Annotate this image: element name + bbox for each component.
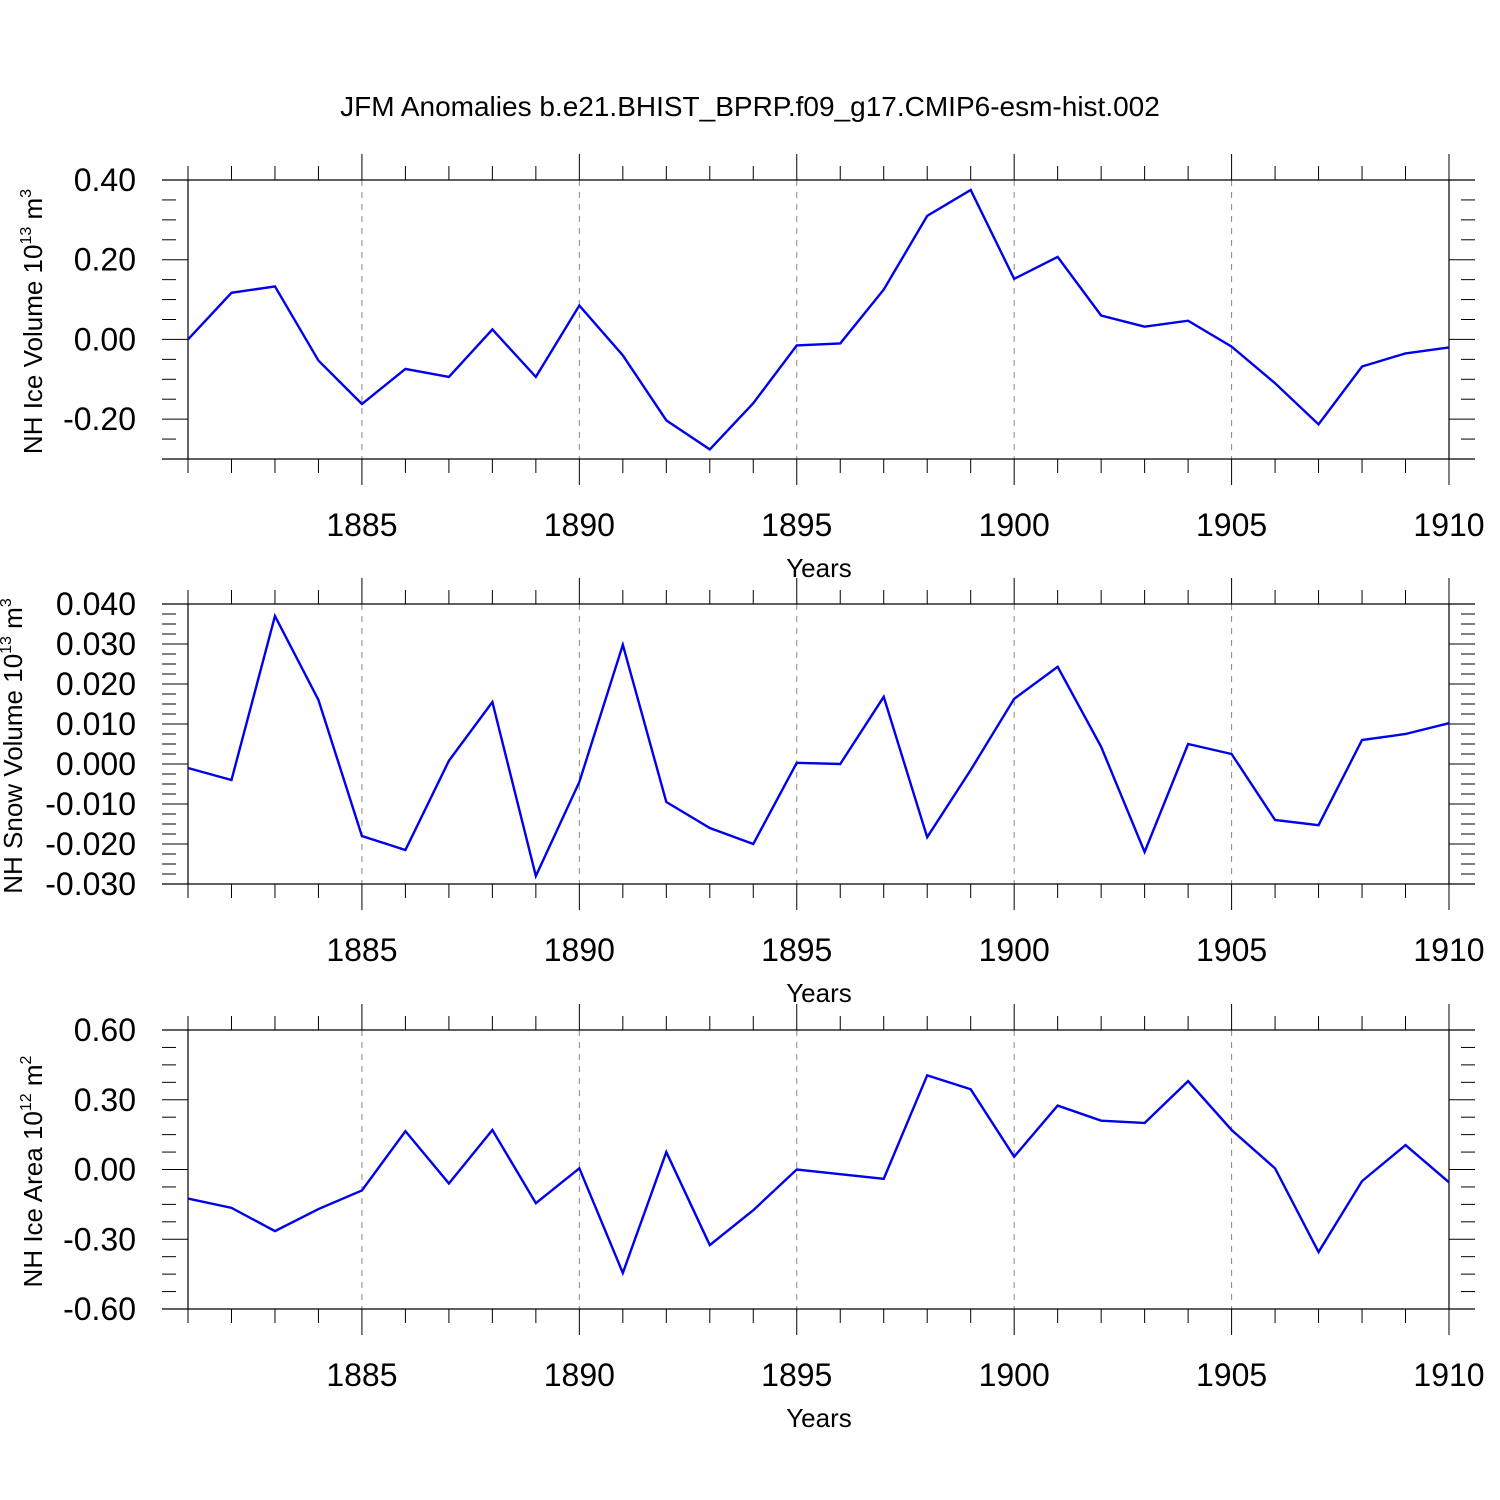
y-tick-label: -0.60 xyxy=(63,1291,136,1327)
y-axis-label-unit: m xyxy=(0,607,28,636)
x-tick-label: 1900 xyxy=(979,932,1050,968)
y-axis-label-text: NH Snow Volume 10 xyxy=(0,654,28,894)
x-tick-label: 1905 xyxy=(1196,1357,1267,1393)
series-line xyxy=(187,1073,1450,1277)
x-tick-label: 1905 xyxy=(1196,507,1267,543)
x-tick-label: 1895 xyxy=(761,507,832,543)
x-tick-label: 1885 xyxy=(326,932,397,968)
x-tick-label: 1885 xyxy=(326,507,397,543)
x-tick-label: 1895 xyxy=(761,1357,832,1393)
series-line xyxy=(187,188,1450,451)
y-tick-label: 0.00 xyxy=(74,321,136,357)
y-axis-label-text: NH Ice Volume 10 xyxy=(18,245,48,455)
y-tick-label: 0.020 xyxy=(56,666,136,702)
y-axis-label-unit-exponent: 2 xyxy=(18,1055,35,1064)
y-tick-label: 0.00 xyxy=(74,1152,136,1188)
y-tick-label: -0.020 xyxy=(45,826,136,862)
panel-2: 0.040 0.030 0.020 0.010 0.000 -0.010 -0.020 -0.… xyxy=(0,578,1485,1008)
y-tick-label: 0.000 xyxy=(56,746,136,782)
x-tick-label: 1910 xyxy=(1413,1357,1484,1393)
x-tick-label: 1895 xyxy=(761,932,832,968)
y-tick-label: 0.010 xyxy=(56,706,136,742)
x-tick-label: 1905 xyxy=(1196,932,1267,968)
x-axis-label: Years xyxy=(786,978,852,1008)
y-axis-label: NH Ice Volume 1013 m3 xyxy=(18,189,48,454)
x-axis-label: Years xyxy=(786,553,852,583)
chart-title: JFM Anomalies b.e21.BHIST_BPRP.f09_g17.C… xyxy=(340,91,1160,122)
x-tick-label: 1890 xyxy=(544,507,615,543)
y-tick-label: 0.030 xyxy=(56,626,136,662)
y-axis-label-text: NH Ice Area 10 xyxy=(18,1111,48,1287)
y-tick-label: -0.010 xyxy=(45,786,136,822)
x-tick-label: 1910 xyxy=(1413,932,1484,968)
y-axis-label-unit-exponent: 3 xyxy=(0,598,15,607)
y-tick-label: 0.20 xyxy=(74,242,136,278)
panel-3: 0.60 0.30 0.00 -0.30 -0.60 1885 1890 1895 1900 19… xyxy=(18,1004,1485,1433)
y-axis-label-unit: m xyxy=(18,1064,48,1093)
x-tick-label: 1890 xyxy=(544,932,615,968)
y-axis-label: NH Ice Area 1012 m2 xyxy=(18,1055,48,1287)
y-tick-label: 0.30 xyxy=(74,1082,136,1118)
y-tick-label: 0.60 xyxy=(74,1012,136,1048)
y-axis-label: NH Snow Volume 1013 m3 xyxy=(0,598,28,894)
y-tick-label: -0.20 xyxy=(63,401,136,437)
series-line xyxy=(187,612,1450,880)
y-axis-label-unit-exponent: 3 xyxy=(18,189,35,198)
y-axis-label-exponent: 13 xyxy=(0,636,15,654)
y-tick-label: 0.40 xyxy=(74,162,136,198)
chart-panels: 0.40 0.20 0.00 -0.20 1885 1890 1895 1900 1905 191… xyxy=(0,154,1485,1433)
x-axis-label: Years xyxy=(786,1403,852,1433)
y-axis-label-unit: m xyxy=(18,198,48,227)
y-axis-label-exponent: 13 xyxy=(18,227,35,245)
x-tick-label: 1900 xyxy=(979,507,1050,543)
x-tick-label: 1890 xyxy=(544,1357,615,1393)
x-tick-label: 1910 xyxy=(1413,507,1484,543)
y-tick-label: 0.040 xyxy=(56,586,136,622)
panel-1: 0.40 0.20 0.00 -0.20 1885 1890 1895 1900 1905 191… xyxy=(18,154,1485,583)
x-tick-label: 1885 xyxy=(326,1357,397,1393)
x-tick-label: 1900 xyxy=(979,1357,1050,1393)
y-tick-label: -0.30 xyxy=(63,1221,136,1257)
y-axis-label-exponent: 12 xyxy=(18,1093,35,1111)
y-tick-label: -0.030 xyxy=(45,866,136,902)
